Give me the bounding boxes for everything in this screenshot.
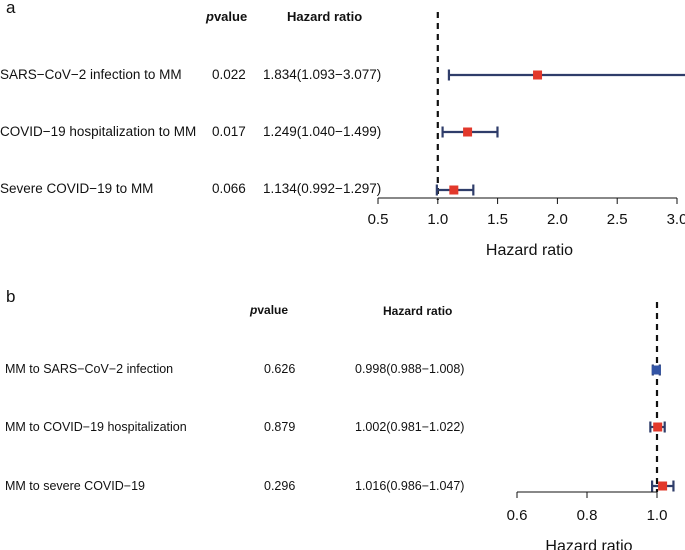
panel-a-pvalue-header: pvalue	[206, 9, 247, 24]
panel-a-p-italic: p	[206, 9, 214, 24]
panel-a-x-axis-label: Hazard ratio	[486, 242, 573, 259]
panel-b-row-1-pvalue: 0.626	[264, 362, 296, 376]
panel-b-hr-header: Hazard ratio	[383, 304, 453, 318]
panel-a-row-1-hr-text: 1.834(1.093−3.077)	[263, 67, 382, 82]
panel-b-row-2-hr-text: 1.002(0.981−1.022)	[355, 420, 465, 434]
panel-a-row-3-pvalue: 0.066	[212, 181, 246, 196]
panel-b-row-2-point-estimate	[653, 422, 663, 432]
panel-a-x-tick-label-6: 3.0	[667, 211, 685, 228]
panel-a-x-tick-label-3: 1.5	[487, 211, 508, 228]
panel-b-row-1-hr-text: 0.998(0.988−1.008)	[355, 362, 465, 376]
panel-a-x-tick-label-1: 0.5	[368, 211, 389, 228]
panel-a-row-2-point-estimate	[463, 127, 473, 137]
panel-a-letter: a	[6, 0, 16, 17]
panel-b-row-2-label: MM to COVID−19 hospitalization	[5, 420, 187, 434]
panel-a-hr-header: Hazard ratio	[287, 9, 363, 24]
panel-a-row-3-hr-text: 1.134(0.992−1.297)	[263, 181, 382, 196]
panel-a-row-1-point-estimate	[533, 70, 543, 80]
panel-b-row-2-pvalue: 0.879	[264, 420, 296, 434]
panel-b-value-word: value	[257, 303, 289, 317]
panel-a-x-tick-label-2: 1.0	[427, 211, 448, 228]
panel-b-pvalue-header: pvalue	[250, 303, 288, 317]
panel-b-x-tick-label-2: 0.8	[577, 507, 598, 524]
panel-b-x-axis-label: Hazard ratio	[545, 538, 632, 550]
panel-a-value-word: value	[213, 9, 248, 24]
panel-a-row-3-point-estimate	[449, 185, 459, 195]
panel-a-row-2-pvalue: 0.017	[212, 124, 246, 139]
panel-b-row-3-label: MM to severe COVID−19	[5, 479, 145, 493]
panel-b-row-3-pvalue: 0.296	[264, 479, 296, 493]
panel-b-x-tick-label-1: 0.6	[507, 507, 528, 524]
panel-b-row-1-label: MM to SARS−CoV−2 infection	[5, 362, 174, 376]
panel-a-row-1-label: SARS−CoV−2 infection to MM	[0, 67, 182, 82]
panel-a-row-1-pvalue: 0.022	[212, 67, 246, 82]
panel-a-x-tick-label-4: 2.0	[547, 211, 568, 228]
panel-a-x-tick-label-5: 2.5	[607, 211, 628, 228]
panel-b-x-tick-label-3: 1.0	[647, 507, 668, 524]
panel-b-letter: b	[6, 287, 16, 306]
panel-a-row-2-label: COVID−19 hospitalization to MM	[0, 124, 197, 139]
panel-b-row-1-point-estimate	[651, 365, 661, 375]
panel-a-row-3-label: Severe COVID−19 to MM	[0, 181, 154, 196]
panel-b-row-3-hr-text: 1.016(0.986−1.047)	[355, 479, 465, 493]
panel-b-p-italic: p	[250, 303, 258, 317]
panel-b-row-3-point-estimate	[658, 481, 668, 491]
panel-a-row-2-hr-text: 1.249(1.040−1.499)	[263, 124, 382, 139]
